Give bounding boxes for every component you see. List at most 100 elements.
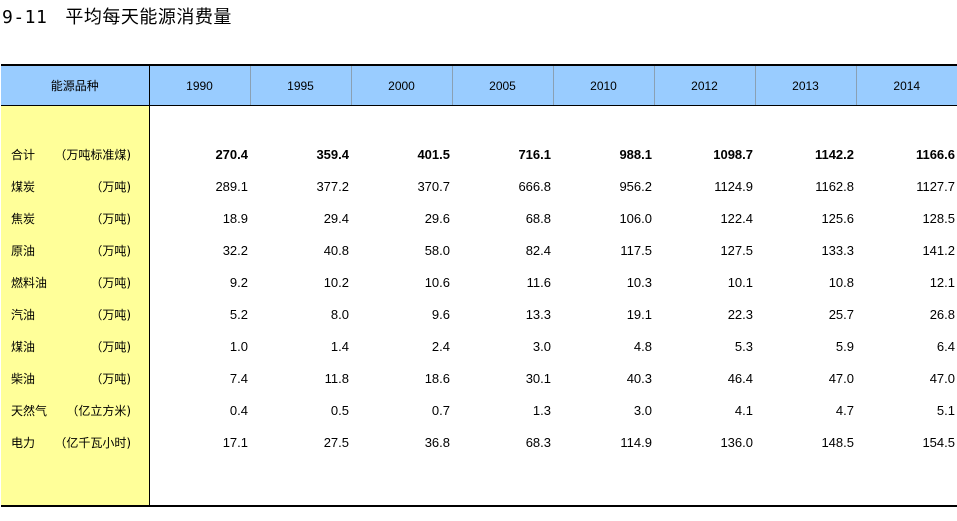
value-cell: 6.4 bbox=[936, 338, 955, 354]
table-title: 平均每天能源消费量 bbox=[65, 7, 232, 28]
value-cell: 666.8 bbox=[518, 178, 551, 194]
value-cell: 47.0 bbox=[828, 370, 854, 386]
header-row: 能源品种 1990 1995 2000 2005 2010 2012 2013 2014 bbox=[1, 64, 957, 106]
energy-unit: （万吨) bbox=[90, 211, 131, 226]
value-cell: 47.0 bbox=[929, 370, 955, 386]
value-cell: 29.6 bbox=[424, 210, 450, 226]
table-row: 焦炭 （万吨) 18.9 29.4 29.6 68.8 106.0 122.4 125.6 128… bbox=[1, 202, 957, 234]
value-cell: 7.4 bbox=[229, 370, 248, 386]
value-cell: 114.9 bbox=[620, 434, 652, 450]
value-cell: 956.2 bbox=[619, 178, 652, 194]
value-cell: 11.6 bbox=[526, 274, 551, 290]
value-cell: 32.2 bbox=[222, 242, 248, 258]
energy-name: 汽油 bbox=[11, 307, 36, 322]
bottom-row bbox=[1, 458, 957, 507]
value-cell: 12.1 bbox=[929, 274, 955, 290]
header-year: 2010 bbox=[552, 64, 654, 106]
value-cell: 58.0 bbox=[424, 242, 450, 258]
header-year: 2013 bbox=[754, 64, 856, 106]
spacer-row bbox=[1, 105, 957, 138]
value-cell: 2.4 bbox=[431, 338, 450, 354]
value-cell: 1.3 bbox=[532, 402, 551, 418]
row-label: 焦炭 （万吨) bbox=[1, 202, 150, 234]
value-cell: 25.7 bbox=[828, 306, 854, 322]
header-energy-type: 能源品种 bbox=[1, 64, 150, 106]
table-row: 天然气 （亿立方米) 0.4 0.5 0.7 1.3 3.0 4.1 4.7 5.1 bbox=[1, 394, 957, 426]
value-cell: 8.0 bbox=[330, 306, 349, 322]
value-cell: 9.6 bbox=[431, 306, 450, 322]
value-cell: 133.3 bbox=[821, 242, 854, 258]
energy-unit: （万吨) bbox=[90, 339, 131, 354]
value-cell: 106.0 bbox=[619, 210, 652, 226]
energy-unit: （亿千瓦小时) bbox=[54, 435, 131, 450]
energy-unit: （万吨标准煤) bbox=[54, 147, 131, 162]
value-cell: 4.1 bbox=[734, 402, 753, 418]
table-row: 原油 （万吨) 32.2 40.8 58.0 82.4 117.5 127.5 133.3 141… bbox=[1, 234, 957, 266]
value-cell: 10.6 bbox=[424, 274, 450, 290]
row-label: 煤炭 （万吨) bbox=[1, 170, 150, 202]
value-cell: 29.4 bbox=[323, 210, 349, 226]
table-row: 燃料油 （万吨) 9.2 10.2 10.6 11.6 10.3 10.1 10.8 12.1 bbox=[1, 266, 957, 298]
header-year: 2000 bbox=[350, 64, 452, 106]
value-cell: 68.3 bbox=[525, 434, 551, 450]
energy-unit: （万吨) bbox=[90, 371, 131, 386]
value-cell: 10.1 bbox=[727, 274, 753, 290]
value-cell: 4.8 bbox=[633, 338, 652, 354]
row-label: 煤油 （万吨) bbox=[1, 330, 150, 362]
energy-name: 燃料油 bbox=[11, 275, 48, 290]
value-cell: 10.2 bbox=[323, 274, 349, 290]
value-cell: 141.2 bbox=[922, 242, 955, 258]
value-cell: 10.8 bbox=[828, 274, 854, 290]
value-cell: 30.1 bbox=[525, 370, 551, 386]
energy-name: 合计 bbox=[11, 147, 36, 162]
table-row: 合计 （万吨标准煤) 270.4 359.4 401.5 716.1 988.1 1098.7… bbox=[1, 138, 957, 170]
energy-unit: （万吨) bbox=[90, 307, 131, 322]
value-cell: 117.5 bbox=[620, 242, 652, 258]
value-cell: 18.9 bbox=[222, 210, 248, 226]
value-cell: 27.5 bbox=[323, 434, 349, 450]
energy-name: 焦炭 bbox=[11, 211, 36, 226]
row-label: 天然气 （亿立方米) bbox=[1, 394, 150, 426]
value-cell: 148.5 bbox=[821, 434, 854, 450]
energy-unit: （亿立方米) bbox=[66, 403, 131, 418]
value-cell: 17.1 bbox=[222, 434, 248, 450]
value-cell: 270.4 bbox=[215, 146, 248, 162]
value-cell: 1142.2 bbox=[814, 146, 854, 162]
energy-unit: （万吨) bbox=[90, 243, 131, 258]
row-label: 原油 （万吨) bbox=[1, 234, 150, 266]
header-year: 1995 bbox=[249, 64, 351, 106]
energy-consumption-table: 能源品种 1990 1995 2000 2005 2010 2012 2013 2014 合计… bbox=[1, 64, 957, 507]
value-cell: 128.5 bbox=[922, 210, 955, 226]
value-cell: 18.6 bbox=[424, 370, 450, 386]
value-cell: 46.4 bbox=[727, 370, 753, 386]
row-label: 合计 （万吨标准煤) bbox=[1, 138, 150, 170]
table-row: 汽油 （万吨) 5.2 8.0 9.6 13.3 19.1 22.3 25.7 26.8 bbox=[1, 298, 957, 330]
value-cell: 127.5 bbox=[720, 242, 753, 258]
value-cell: 82.4 bbox=[525, 242, 551, 258]
value-cell: 5.2 bbox=[229, 306, 248, 322]
value-cell: 26.8 bbox=[929, 306, 955, 322]
energy-name: 电力 bbox=[11, 435, 36, 450]
value-cell: 10.3 bbox=[626, 274, 652, 290]
value-cell: 13.3 bbox=[525, 306, 551, 322]
value-cell: 68.8 bbox=[525, 210, 551, 226]
value-cell: 0.4 bbox=[229, 402, 248, 418]
header-year: 2005 bbox=[451, 64, 553, 106]
table-row: 煤油 （万吨) 1.0 1.4 2.4 3.0 4.8 5.3 5.9 6.4 bbox=[1, 330, 957, 362]
value-cell: 40.8 bbox=[323, 242, 349, 258]
page-title: 9-11 平均每天能源消费量 bbox=[2, 6, 232, 30]
value-cell: 0.5 bbox=[330, 402, 349, 418]
energy-unit: （万吨) bbox=[90, 179, 131, 194]
value-cell: 3.0 bbox=[532, 338, 551, 354]
row-label: 电力 （亿千瓦小时) bbox=[1, 426, 150, 458]
value-cell: 3.0 bbox=[633, 402, 652, 418]
value-cell: 988.1 bbox=[619, 146, 652, 162]
value-cell: 359.4 bbox=[316, 146, 349, 162]
row-label: 柴油 （万吨) bbox=[1, 362, 150, 394]
table-row: 煤炭 （万吨) 289.1 377.2 370.7 666.8 956.2 1124.9 116… bbox=[1, 170, 957, 202]
table-row: 电力 （亿千瓦小时) 17.1 27.5 36.8 68.3 114.9 136.0 148.5… bbox=[1, 426, 957, 458]
value-cell: 1127.7 bbox=[916, 178, 955, 194]
energy-name: 柴油 bbox=[11, 371, 36, 386]
value-cell: 9.2 bbox=[229, 274, 248, 290]
value-cell: 19.1 bbox=[626, 306, 652, 322]
